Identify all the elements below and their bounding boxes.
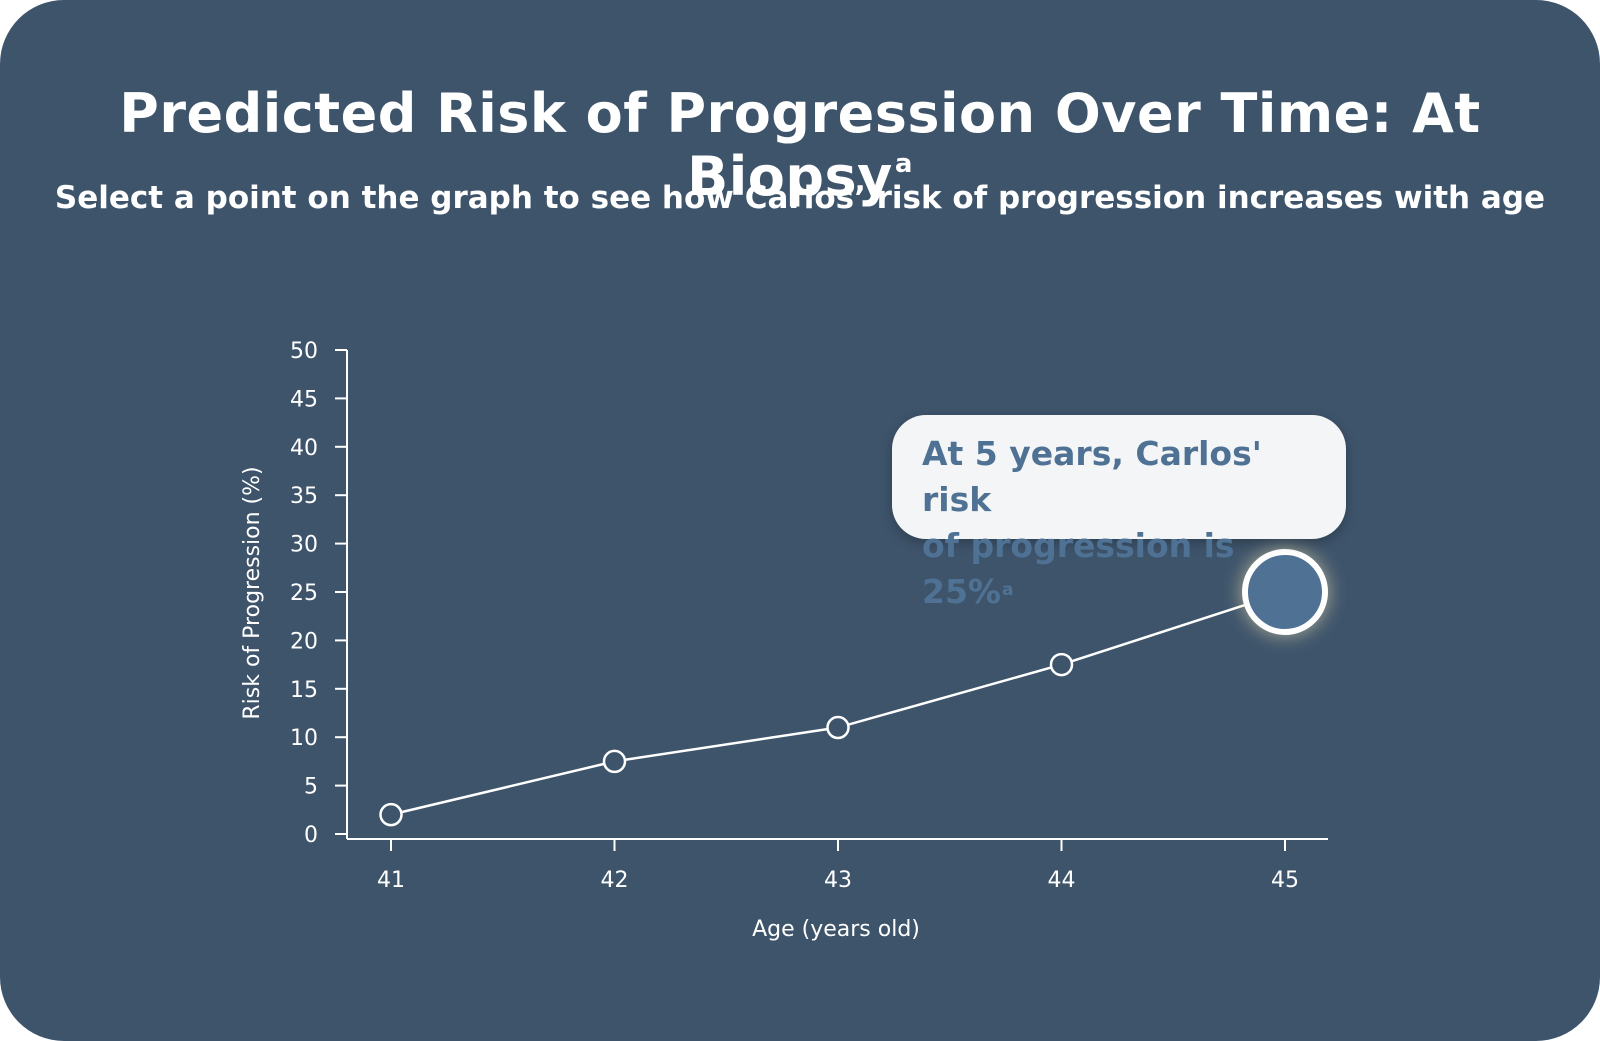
x-tick-label: 41	[377, 868, 405, 893]
x-tick-label: 43	[824, 868, 852, 893]
y-tick-label: 45	[290, 387, 318, 412]
page-subtitle: Select a point on the graph to see how C…	[54, 180, 1546, 216]
risk-tooltip: At 5 years, Carlos' risk of progression …	[892, 415, 1346, 611]
y-tick-label: 25	[290, 581, 318, 606]
x-tick-label: 42	[601, 868, 629, 893]
x-axis-label: Age (years old)	[752, 917, 920, 942]
risk-series-line	[390, 590, 1286, 816]
data-point[interactable]	[826, 715, 850, 740]
tooltip-line-2: of progression is 25%a	[922, 526, 1235, 611]
y-tick-label: 40	[290, 436, 318, 461]
y-tick-label: 20	[290, 629, 318, 654]
y-tick-label: 35	[290, 484, 318, 509]
y-tick-label: 10	[290, 726, 318, 751]
x-tick-label: 44	[1048, 868, 1076, 893]
y-tick-label: 50	[290, 339, 318, 364]
y-tick-label: 15	[290, 678, 318, 703]
data-point[interactable]	[602, 749, 627, 774]
y-tick-label: 5	[304, 775, 318, 800]
data-point-selected[interactable]	[1242, 549, 1328, 635]
data-point[interactable]	[379, 802, 403, 827]
title-footnote-marker: a	[894, 149, 913, 179]
y-tick-label: 0	[304, 823, 318, 848]
data-point[interactable]	[1049, 652, 1074, 677]
tooltip-footnote-marker: a	[1002, 580, 1014, 600]
y-axis-label: Risk of Progression (%)	[240, 466, 265, 719]
x-tick-label: 45	[1271, 868, 1299, 893]
y-tick-label: 30	[290, 533, 318, 558]
tooltip-line-1: At 5 years, Carlos' risk	[922, 434, 1262, 519]
page-title: Predicted Risk of Progression Over Time:…	[119, 82, 1481, 208]
